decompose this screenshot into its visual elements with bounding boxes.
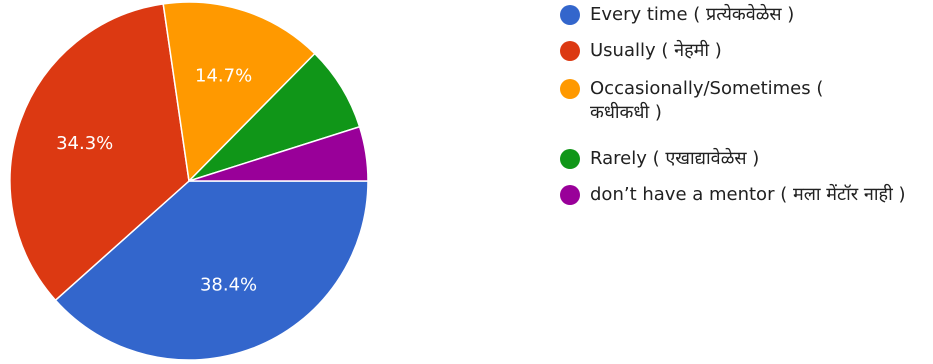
pie-chart: 38.4% 34.3% 14.7% (9, 1, 369, 361)
legend-label-every-time: Every time ( प्रत्येकवेळेस ) (590, 4, 795, 25)
legend-label-usually: Usually ( नेहमी ) (590, 40, 722, 61)
legend-item-usually[interactable]: Usually ( नेहमी ) (560, 39, 722, 63)
pie-slice-2[interactable] (162, 1, 316, 183)
legend-label-no-mentor: don’t have a mentor ( मला मेंटॉर नाही ) (590, 184, 906, 205)
pie-slice-4[interactable] (188, 125, 369, 182)
legend-item-no-mentor[interactable]: don’t have a mentor ( मला मेंटॉर नाही ) (560, 183, 930, 207)
legend-label-rarely: Rarely ( एखाद्यावेळेस ) (590, 148, 760, 169)
legend-swatch-no-mentor (560, 185, 580, 205)
legend-item-rarely[interactable]: Rarely ( एखाद्यावेळेस ) (560, 147, 759, 171)
legend-swatch-occasionally (560, 79, 580, 99)
legend-swatch-every-time (560, 5, 580, 25)
pie-slice-label-0: 38.4% (200, 275, 257, 296)
pie-slice-label-2: 14.7% (195, 66, 252, 87)
legend-item-occasionally[interactable]: Occasionally/Sometimes ( कधीकधी ) (560, 77, 870, 125)
legend-swatch-rarely (560, 149, 580, 169)
pie-slice-label-1: 34.3% (56, 133, 113, 154)
legend-item-every-time[interactable]: Every time ( प्रत्येकवेळेस ) (560, 3, 794, 27)
legend-swatch-usually (560, 41, 580, 61)
pie-slice-1[interactable] (9, 3, 190, 302)
legend-label-occasionally: Occasionally/Sometimes ( कधीकधी ) (590, 78, 824, 123)
pie-slice-0[interactable] (54, 180, 369, 361)
